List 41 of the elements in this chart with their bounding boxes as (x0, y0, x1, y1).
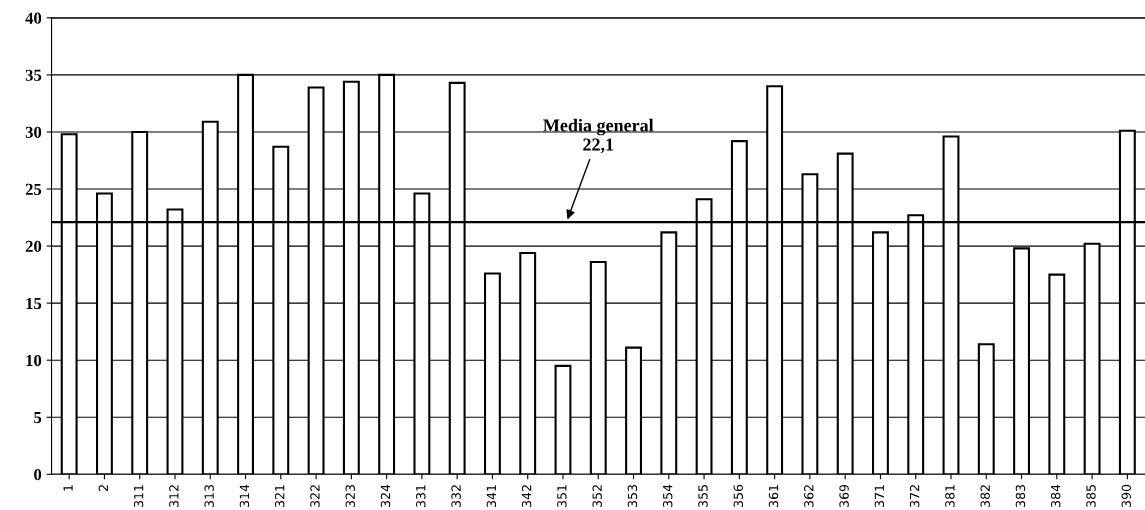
y-tick-label: 15 (26, 297, 42, 310)
x-tick-label: 2 (98, 485, 108, 492)
x-tick-label: 362 (804, 485, 814, 507)
x-tick-label: 369 (839, 484, 849, 507)
x-tick-label: 342 (521, 485, 532, 507)
x-tick-label: 331 (416, 485, 426, 507)
x-tick-label: 323 (345, 485, 355, 507)
x-tick-label: 312 (169, 485, 179, 507)
x-tick-label: 314 (239, 484, 250, 507)
x-tick-label: 361 (768, 485, 779, 507)
y-tick-label: 20 (25, 240, 42, 253)
x-tick-label: 341 (486, 485, 497, 507)
x-tick-label: 384 (1050, 484, 1061, 507)
ref-line-label: Media general 22,1 (543, 118, 654, 154)
x-tick-label: 381 (945, 485, 955, 507)
x-tick-label: 385 (1086, 485, 1096, 507)
x-tick-label: 372 (909, 485, 920, 507)
x-tick-label: 390 (1121, 484, 1131, 507)
x-tick-label: 332 (451, 485, 461, 507)
y-tick-label: 5 (34, 412, 42, 424)
x-tick-label: 383 (1015, 485, 1026, 507)
x-tick-label: 313 (204, 485, 214, 507)
x-tick-label: 371 (874, 485, 885, 507)
x-tick-label: 352 (592, 485, 602, 507)
x-tick-label: 324 (380, 484, 391, 507)
x-tick-label: 354 (662, 484, 673, 507)
x-tick-label: 353 (627, 485, 638, 507)
x-tick-label: 355 (698, 485, 708, 507)
y-tick-label: 25 (25, 183, 42, 195)
x-tick-label: 322 (310, 485, 320, 507)
y-tick-label: 35 (25, 69, 42, 81)
x-tick-label: 382 (980, 485, 990, 507)
y-tick-label: 40 (25, 12, 42, 24)
x-tick-label: 311 (133, 485, 144, 507)
y-tick-label: 0 (34, 469, 42, 481)
x-tick-label: 351 (557, 485, 567, 507)
y-tick-label: 30 (25, 126, 42, 138)
y-tick-label: 10 (26, 354, 42, 367)
x-tick-label: 321 (274, 485, 285, 507)
x-tick-label: 1 (63, 485, 73, 491)
x-tick-label: 356 (733, 484, 743, 507)
